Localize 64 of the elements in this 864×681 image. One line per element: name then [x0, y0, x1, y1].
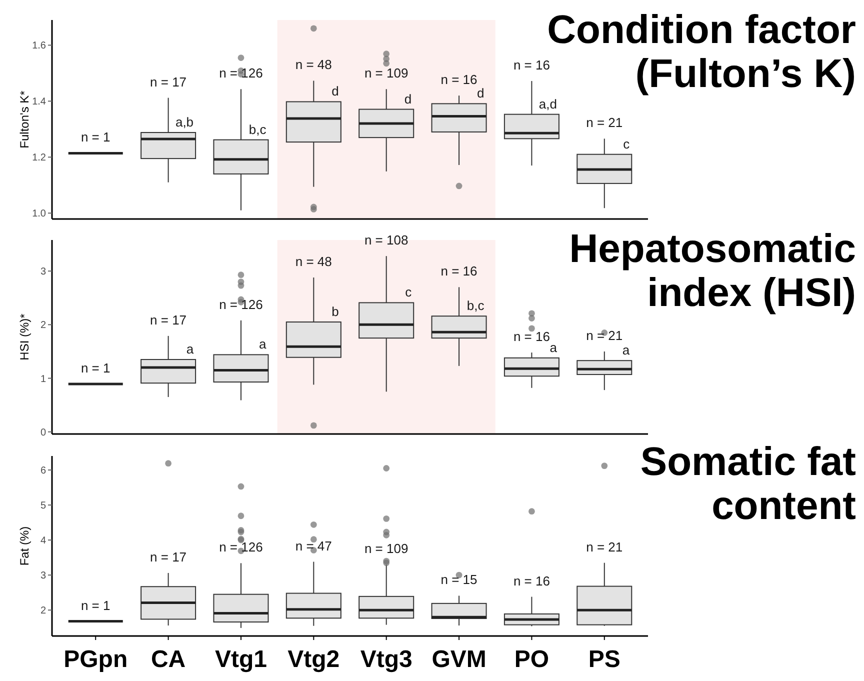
- x-tick-label: GVM: [432, 646, 486, 674]
- annotation: n = 21: [586, 115, 623, 130]
- annotation: n = 16: [513, 573, 550, 588]
- text: a: [186, 342, 194, 357]
- annotation: n = 17: [150, 549, 187, 564]
- annotation: n = 21: [586, 328, 623, 343]
- annotation: n = 48: [295, 57, 332, 72]
- annotation: n = 17: [150, 312, 187, 328]
- text: a,d: [538, 96, 557, 112]
- annotation: n = 109: [364, 541, 408, 556]
- text: d: [404, 91, 412, 106]
- x-tick-label: PS: [588, 646, 620, 674]
- text: b,c: [466, 298, 484, 314]
- y-axis-title: Fulton's K*: [17, 90, 32, 148]
- text: a: [622, 342, 630, 358]
- x-tick-label: Vtg2: [288, 646, 340, 674]
- y-tick-label: 1.6: [32, 40, 46, 52]
- text: b,c: [248, 122, 266, 137]
- text: a,b: [175, 114, 194, 130]
- y-tick-label: 1.4: [32, 96, 46, 108]
- x-tick-label: Vtg1: [214, 646, 267, 674]
- annotation: n = 16: [513, 329, 550, 344]
- annotation: n = 16: [513, 58, 550, 73]
- y-tick-label: 3: [40, 266, 46, 278]
- text: d: [332, 84, 339, 99]
- text: Somatic fat content: [639, 440, 856, 528]
- annotation: n = 109: [364, 66, 408, 81]
- annotation: n = 1: [80, 360, 110, 376]
- text: d: [477, 86, 484, 101]
- y-axis-title: HSI (%)*: [17, 313, 32, 360]
- chart-title: Hepatosomatic index (HSI): [568, 227, 856, 315]
- annotation: n = 16: [440, 264, 478, 279]
- annotation: n = 47: [295, 538, 332, 554]
- y-tick-label: 3: [40, 570, 46, 582]
- annotation: n = 48: [295, 254, 332, 270]
- y-tick-label: 2: [40, 606, 46, 617]
- text: b: [332, 304, 339, 319]
- annotation: n = 126: [219, 66, 263, 81]
- text: c: [405, 284, 412, 300]
- y-tick-label: 6: [40, 466, 46, 477]
- y-tick-label: 1.0: [32, 208, 46, 220]
- y-axis-title: Fat (%): [17, 526, 32, 566]
- y-tick-label: 1.2: [32, 152, 46, 164]
- x-tick-label: PO: [514, 646, 550, 674]
- annotation: n = 126: [219, 296, 263, 312]
- annotation: n = 17: [150, 74, 187, 90]
- y-tick-label: 5: [40, 500, 46, 512]
- x-tick-label: PGpn: [64, 646, 128, 674]
- y-tick-label: 2: [40, 320, 46, 332]
- annotation: n = 1: [80, 130, 110, 145]
- annotation: n = 21: [586, 539, 623, 554]
- annotation: n = 108: [364, 232, 408, 248]
- text: c: [623, 136, 630, 152]
- y-tick-label: 0: [40, 427, 46, 438]
- annotation: n = 1: [80, 598, 110, 613]
- text: a: [258, 336, 266, 352]
- x-tick-label: Vtg3: [360, 646, 412, 674]
- annotation: n = 15: [440, 572, 478, 588]
- annotation: n = 126: [219, 540, 263, 555]
- annotation: n = 16: [440, 72, 478, 88]
- x-tick-label: CA: [150, 646, 186, 674]
- y-tick-label: 4: [40, 536, 46, 547]
- y-tick-label: 1: [40, 374, 46, 385]
- text: a: [550, 340, 557, 355]
